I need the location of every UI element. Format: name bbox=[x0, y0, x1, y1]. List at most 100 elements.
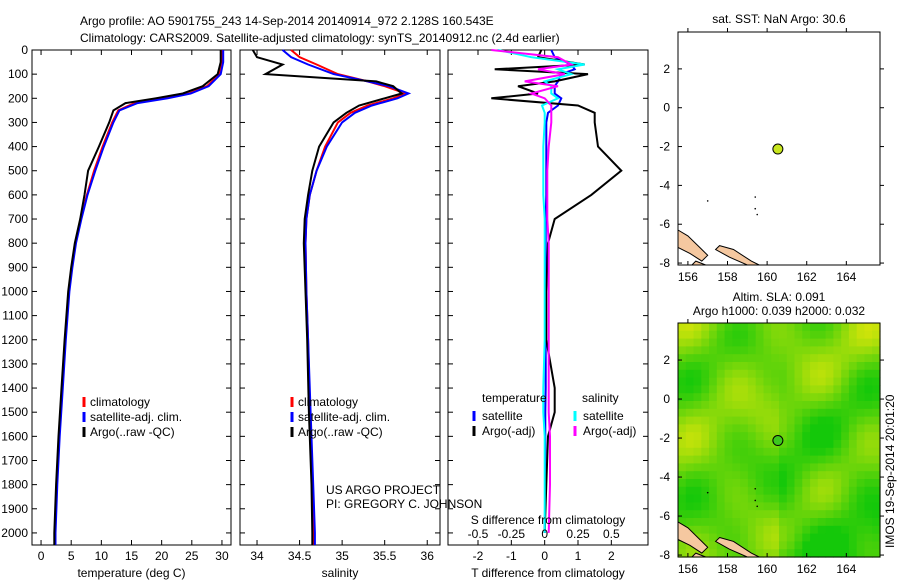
sla-cell bbox=[678, 541, 687, 550]
y-tick-label: 0 bbox=[663, 392, 670, 406]
sla-cell bbox=[786, 330, 796, 340]
sla-cell bbox=[856, 401, 866, 410]
sla-cell bbox=[848, 393, 858, 402]
sla-cell bbox=[724, 440, 733, 449]
y-tick-label: 0 bbox=[663, 101, 670, 115]
sla-cell bbox=[864, 525, 873, 535]
sla-cell bbox=[771, 408, 780, 418]
legend-label: satellite bbox=[482, 409, 523, 423]
sla-cell bbox=[802, 471, 811, 480]
y-tick-label: 200 bbox=[8, 91, 28, 105]
sla-cell bbox=[701, 408, 710, 418]
sla-cell bbox=[817, 463, 827, 472]
sla-cell bbox=[701, 424, 710, 433]
sla-cell bbox=[763, 424, 772, 433]
sla-cell bbox=[779, 440, 788, 449]
sla-cell bbox=[771, 494, 780, 503]
sla-cell bbox=[678, 424, 687, 433]
sla-cell bbox=[685, 385, 695, 394]
sla-cell bbox=[802, 416, 811, 425]
sla-cell bbox=[841, 533, 850, 542]
x-tick-label: 20 bbox=[155, 549, 169, 563]
sla-cell bbox=[802, 408, 811, 418]
sla-cell bbox=[709, 455, 718, 464]
sla-cell bbox=[802, 463, 811, 472]
sla-cell bbox=[779, 424, 788, 433]
sla-cell bbox=[763, 408, 772, 418]
sla-cell bbox=[685, 518, 695, 527]
sla-cell bbox=[817, 369, 827, 379]
x-tick-label: 158 bbox=[717, 562, 737, 576]
sla-cell bbox=[872, 362, 881, 371]
sla-cell bbox=[872, 518, 881, 527]
sla-cell bbox=[786, 424, 796, 433]
sla-cell bbox=[732, 369, 741, 379]
sla-cell bbox=[872, 424, 881, 433]
sla-cell bbox=[856, 338, 866, 347]
sla-cell bbox=[841, 502, 850, 511]
sla-cell bbox=[810, 330, 819, 340]
sla-cell bbox=[724, 362, 733, 371]
sla-cell bbox=[802, 346, 811, 355]
sla-cell bbox=[771, 541, 780, 550]
sla-cell bbox=[685, 362, 695, 371]
sla-cell bbox=[786, 463, 796, 472]
sla-cell bbox=[709, 362, 718, 371]
sla-cell bbox=[817, 393, 827, 402]
sla-cell bbox=[856, 385, 866, 394]
sla-cell bbox=[716, 338, 726, 347]
sla-cell bbox=[740, 377, 749, 386]
legend-label: satellite-adj. clim. bbox=[90, 410, 182, 424]
sla-cell bbox=[701, 471, 710, 480]
sla-cell bbox=[693, 330, 702, 340]
sla-cell bbox=[779, 408, 788, 418]
sla-cell bbox=[747, 338, 757, 347]
sla-cell bbox=[856, 447, 866, 457]
sla-cell bbox=[755, 463, 765, 472]
x-tick-label: 156 bbox=[678, 270, 698, 284]
y-tick-label: 300 bbox=[8, 115, 28, 129]
sla-cell bbox=[716, 393, 726, 402]
sla-cell bbox=[794, 354, 803, 363]
sla-cell bbox=[817, 533, 827, 542]
sla-cell bbox=[716, 362, 726, 371]
sla-cell bbox=[763, 432, 772, 441]
sla-cell bbox=[794, 471, 803, 480]
float-position-marker bbox=[772, 435, 784, 447]
sla-cell bbox=[779, 479, 788, 488]
sla-cell bbox=[810, 471, 819, 480]
sla-cell bbox=[802, 494, 811, 503]
sla-cell bbox=[794, 346, 803, 355]
land-shape bbox=[677, 229, 709, 262]
sla-cell bbox=[848, 455, 858, 464]
sla-cell bbox=[841, 440, 850, 449]
sla-cell bbox=[841, 432, 850, 441]
sla-cell bbox=[693, 362, 702, 371]
sla-cell bbox=[701, 479, 710, 488]
sla-cell bbox=[701, 510, 710, 519]
sla-cell bbox=[763, 463, 772, 472]
sla-cell bbox=[825, 440, 834, 449]
sla-cell bbox=[678, 471, 687, 480]
sla-cell bbox=[779, 362, 788, 371]
y-tick-label: 1400 bbox=[1, 381, 28, 395]
sla-cell bbox=[794, 455, 803, 464]
y-tick-label: 2 bbox=[663, 62, 670, 76]
sla-cell bbox=[810, 377, 819, 386]
sla-cell bbox=[848, 518, 858, 527]
sla-cell bbox=[678, 440, 687, 449]
sla-cell bbox=[856, 549, 866, 558]
sla-cell bbox=[872, 416, 881, 425]
sla-cell bbox=[755, 494, 765, 503]
sla-cell bbox=[763, 330, 772, 340]
sla-cell bbox=[786, 440, 796, 449]
series-line-satellite-adj-clim- bbox=[54, 50, 225, 545]
sla-cell bbox=[864, 346, 873, 355]
x-tick-label: 162 bbox=[797, 270, 817, 284]
sla-cell bbox=[755, 455, 765, 464]
sla-cell bbox=[817, 385, 827, 394]
sla-cell bbox=[709, 541, 718, 550]
sla-cell bbox=[716, 455, 726, 464]
sla-cell bbox=[701, 330, 710, 340]
sla-cell bbox=[786, 494, 796, 503]
